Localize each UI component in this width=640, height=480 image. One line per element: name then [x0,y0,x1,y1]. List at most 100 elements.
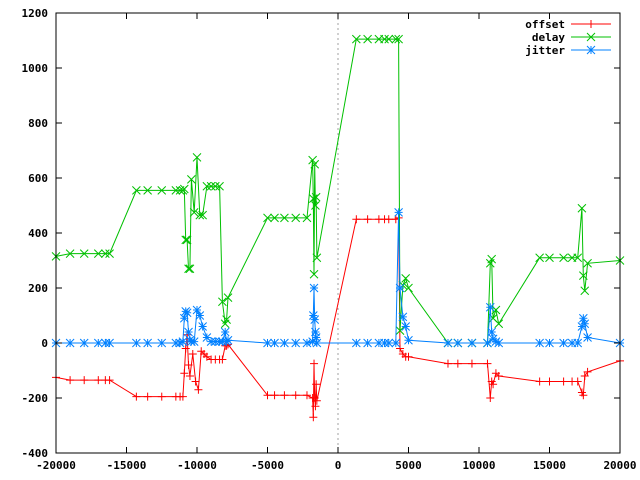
data-point-jitter [580,319,590,329]
data-point-delay [391,34,401,44]
data-point-jitter [573,338,583,348]
data-point-offset [263,391,272,400]
data-point-delay [182,235,192,245]
data-point-delay [578,271,588,280]
data-point-offset [363,215,372,224]
legend-marker-delay [586,32,596,42]
data-point-jitter [93,338,103,348]
data-point-delay [105,249,114,258]
data-point-offset [559,377,568,386]
legend-label-jitter: jitter [525,44,565,57]
data-point-offset [202,352,211,361]
ticks-layer: -20000 -15000 -10000 -5000 0 5000 10000 15000 20… [22,7,637,472]
data-point-offset [396,344,405,353]
y-tick-label: 0 [41,337,48,350]
data-point-offset [384,215,393,224]
data-point-delay [179,184,189,194]
data-point-jitter [485,302,495,312]
legend-label-offset: offset [525,18,565,31]
data-point-delay [187,175,196,184]
legend-marker-jitter [586,45,596,55]
data-point-delay [202,181,212,191]
y-tick-label: -400 [22,447,49,460]
x-tick-label: -20000 [36,459,76,472]
data-point-delay [93,249,103,258]
data-point-jitter [363,338,372,348]
data-point-delay [310,159,320,169]
series-delay [51,34,625,348]
data-point-delay [384,34,394,44]
data-point-offset [181,344,190,353]
data-point-delay [583,258,592,268]
data-point-jitter [487,327,497,337]
data-point-delay [206,181,216,191]
y-tick-label: -200 [22,392,49,405]
legend-marker-offset [587,20,595,28]
data-point-offset [535,377,544,386]
x-tick-label: 15000 [533,459,566,472]
legend-label-delay: delay [532,31,565,44]
data-point-delay [222,315,231,324]
x-tick-label: 5000 [395,459,422,472]
y-tick-label: 800 [28,117,48,130]
data-point-offset [483,359,492,368]
data-point-jitter [453,338,463,348]
data-point-offset [94,376,103,385]
data-point-delay [192,153,202,162]
data-point-delay [100,249,110,258]
data-point-offset [579,391,588,400]
data-point-delay [270,213,279,223]
data-point-jitter [398,312,408,322]
data-point-jitter [559,338,568,348]
data-point-delay [280,213,289,223]
data-point-jitter [132,338,141,348]
data-point-offset [194,385,203,394]
data-point-offset [178,392,187,401]
data-point-jitter [401,322,411,331]
data-point-delay [311,201,320,210]
data-point-jitter [189,337,199,346]
data-point-offset [302,391,311,400]
data-point-delay [79,249,89,258]
data-point-jitter [291,338,301,348]
data-point-jitter [578,313,588,323]
data-point-jitter [535,338,544,348]
data-point-delay [132,186,141,195]
data-point-jitter [394,208,403,217]
data-point-jitter [280,338,289,348]
data-point-offset [489,380,498,389]
data-point-delay [559,253,568,263]
data-point-delay [308,155,317,165]
data-point-offset [80,376,89,385]
y-tick-label: 600 [28,172,48,185]
data-point-jitter [351,338,361,348]
data-point-delay [311,192,321,202]
data-point-delay [535,253,544,263]
data-point-delay [580,286,590,296]
data-point-delay [185,264,195,274]
data-point-delay [363,34,372,44]
data-point-jitter [178,337,188,346]
data-point-offset [580,372,589,380]
data-point-delay [487,254,497,264]
data-point-delay [351,34,361,44]
data-point-delay [195,210,205,220]
data-point-jitter [263,338,272,348]
data-point-delay [215,181,224,191]
data-point-offset [467,359,476,368]
data-point-offset [312,380,321,389]
data-point-offset [180,369,189,378]
data-point-jitter [384,338,394,348]
data-point-delay [143,186,153,195]
data-point-offset [583,367,592,376]
data-point-delay [308,194,318,203]
y-tick-label: 1200 [22,7,49,20]
data-point-delay [198,210,207,220]
data-point-offset [443,359,452,368]
data-point-delay [184,264,193,274]
data-point-delay [401,274,411,283]
data-point-jitter [220,327,230,337]
data-point-offset [486,394,495,402]
